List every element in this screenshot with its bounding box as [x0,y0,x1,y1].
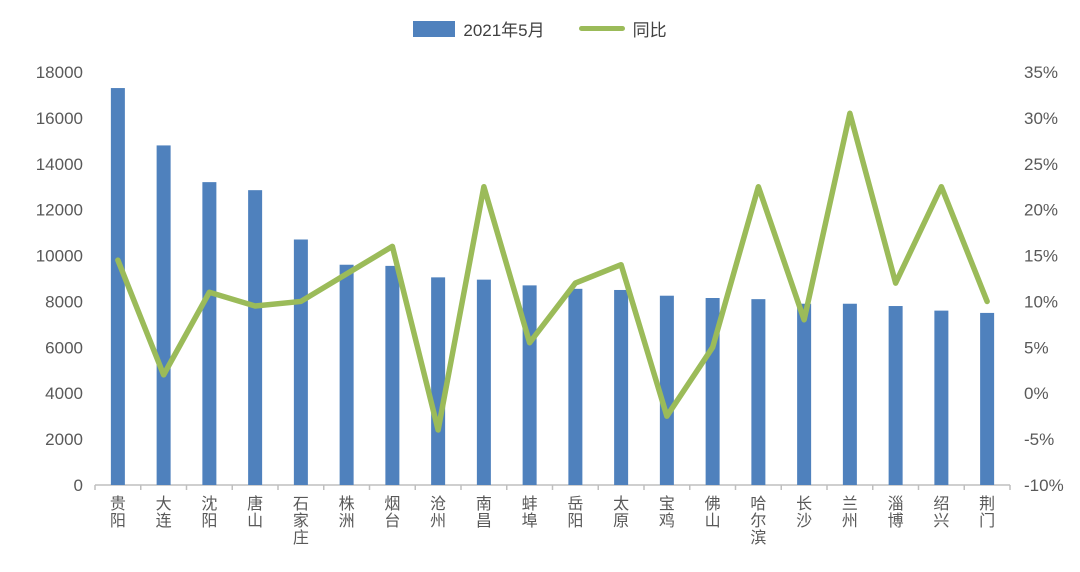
left-axis-tick-label: 10000 [36,247,83,266]
right-axis-tick-label: -10% [1024,476,1064,495]
left-axis-tick-label: 0 [74,476,83,495]
bar-series-label: 2021年5月 [463,21,545,40]
x-axis-category-label: 长沙 [796,495,812,530]
bar [934,310,949,485]
bar [614,289,629,485]
bar [431,277,446,485]
bar [202,182,217,485]
right-axis-tick-label: 0% [1024,384,1049,403]
left-axis-tick-label: 16000 [36,109,83,128]
right-axis-tick-label: 20% [1024,201,1058,220]
right-axis-tick-label: 25% [1024,155,1058,174]
left-axis-tick-label: 18000 [36,63,83,82]
line-series-label: 同比 [632,21,667,40]
bar [980,312,995,485]
x-axis-category-label: 太原 [613,495,629,530]
right-axis-tick-label: 10% [1024,292,1058,311]
x-axis-category-label: 唐山 [247,495,263,530]
left-axis-tick-label: 12000 [36,201,83,220]
bar [568,288,583,485]
bar [797,303,812,485]
right-axis-tick-label: 35% [1024,63,1058,82]
bar [522,285,537,485]
x-axis-category-label: 绍兴 [933,495,949,530]
left-axis-tick-label: 6000 [45,338,83,357]
x-axis-category-label: 大连 [156,495,172,530]
bar [659,295,674,485]
bar [293,239,308,485]
bar [385,265,400,485]
x-axis-category-label: 淄博 [888,495,904,530]
bar [888,306,903,485]
x-axis-category-label: 烟台 [384,495,400,530]
right-axis-tick-label: 5% [1024,338,1049,357]
left-axis-tick-label: 14000 [36,155,83,174]
x-axis-category-label: 沧州 [430,495,446,530]
bar [156,145,171,485]
left-axis-tick-label: 4000 [45,384,83,403]
x-axis-category-label: 宝鸡 [659,495,675,530]
right-axis-tick-label: -5% [1024,430,1054,449]
bar [842,303,857,485]
line-series-swatch [578,26,625,31]
legend-item-bar-series: 2021年5月 [413,16,545,41]
x-axis-category-label: 兰州 [842,495,858,530]
chart-legend: 2021年5月 同比 [0,16,1080,41]
x-axis-category-label: 南昌 [476,495,492,530]
bar [248,190,263,486]
bar [751,299,766,485]
x-axis-category-label: 哈尔滨 [750,495,766,547]
x-axis-category-label: 岳阳 [567,495,583,530]
bar [110,88,125,486]
x-axis-category-label: 佛山 [705,495,721,530]
bar-series-swatch [413,20,456,37]
x-axis-category-label: 株洲 [339,495,355,530]
x-axis-category-label: 荆门 [979,495,995,530]
right-axis-tick-label: 15% [1024,247,1058,266]
bar [339,264,354,485]
bar [476,279,491,485]
x-axis-category-label: 贵阳 [110,495,126,530]
yoy-line [115,110,990,433]
x-axis-category-label: 沈阳 [201,495,217,530]
left-axis-tick-label: 8000 [45,292,83,311]
left-axis-tick-label: 2000 [45,430,83,449]
legend-item-line-series: 同比 [578,16,667,41]
x-axis-category-label: 蚌埠 [522,495,538,530]
right-axis-tick-label: 30% [1024,109,1058,128]
x-axis-category-label: 石家庄 [293,496,309,547]
